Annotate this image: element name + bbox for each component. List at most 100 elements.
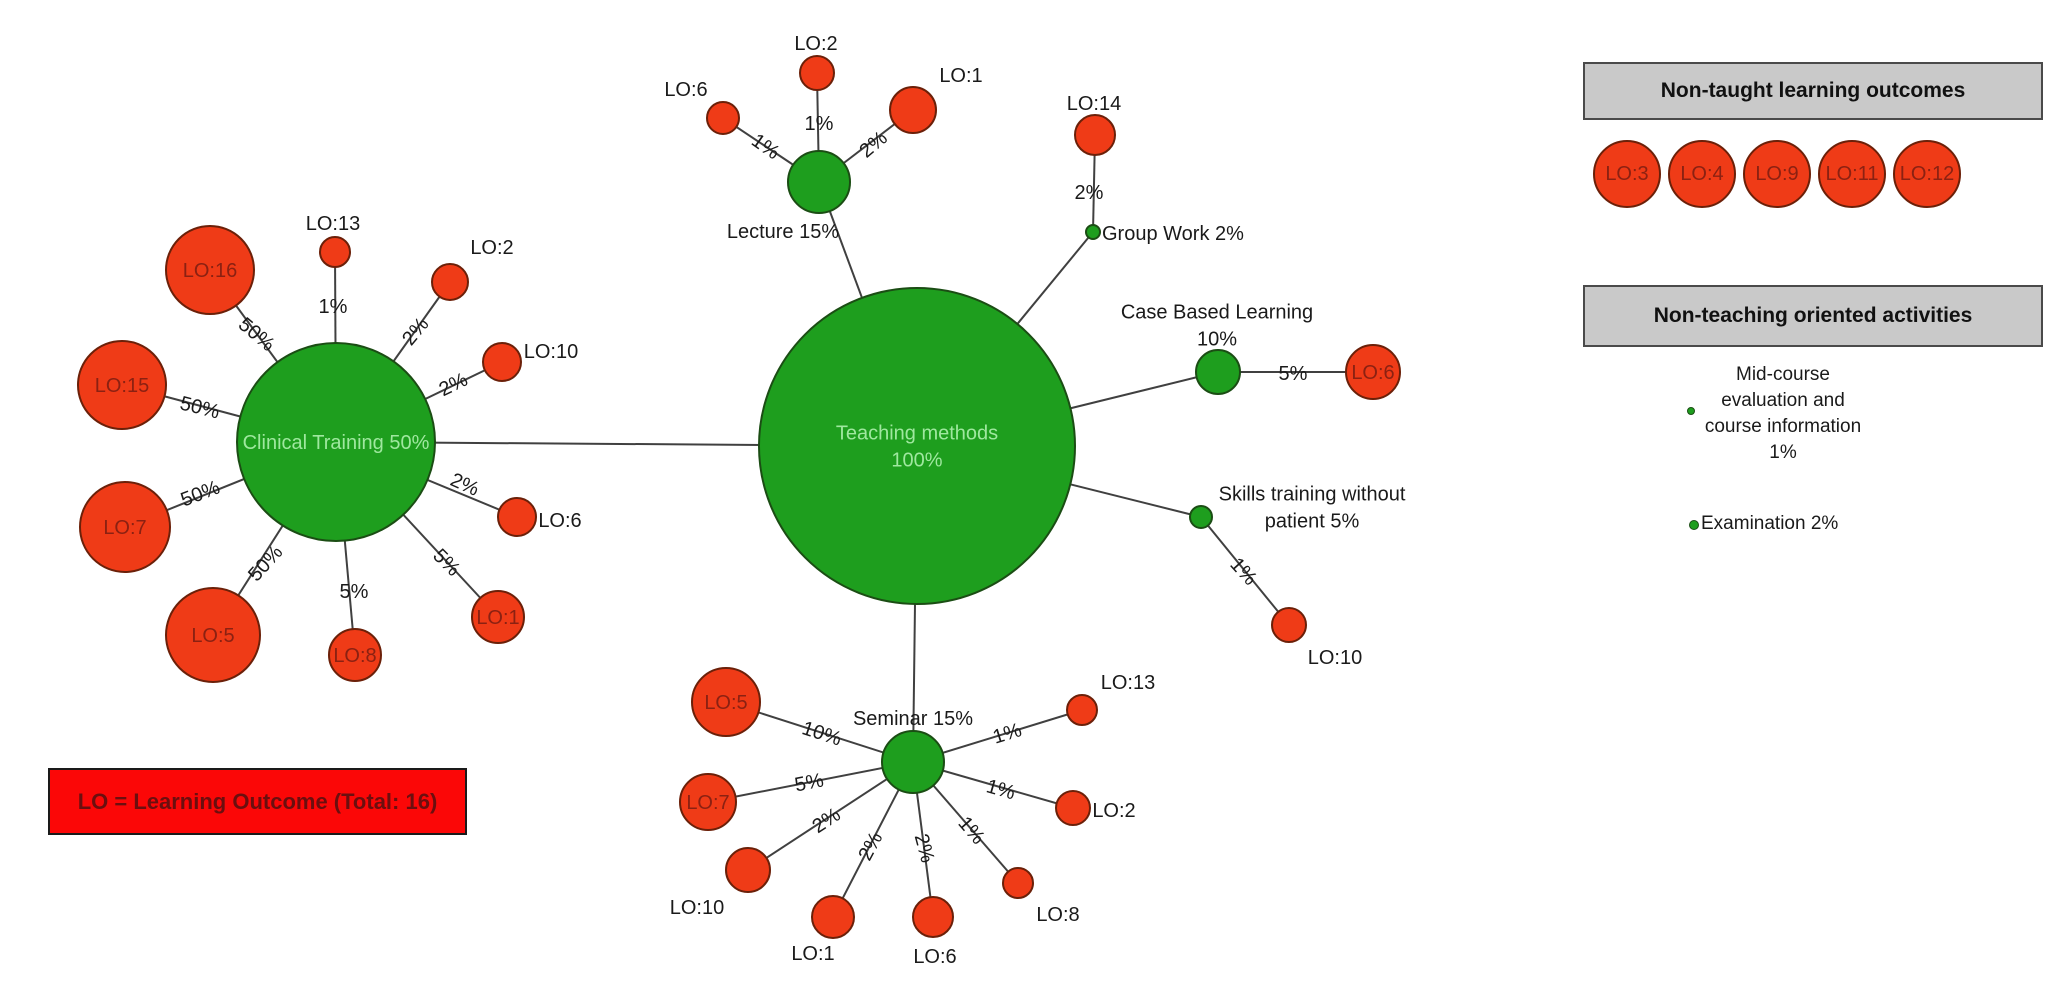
- label-clinical: Clinical Training 50%: [243, 432, 430, 454]
- label-lec-lo2: LO:2: [794, 33, 837, 55]
- non-taught-lo-label: LO:11: [1825, 162, 1879, 185]
- edge-label-clinical-cl-lo13: 1%: [319, 296, 348, 318]
- node-teaching: [758, 287, 1076, 605]
- node-cl-lo8: [328, 628, 382, 682]
- edge-label-clinical-cl-lo7: 50%: [178, 476, 223, 511]
- node-cbl: [1195, 349, 1241, 395]
- label-cl-lo1: LO:1: [476, 607, 519, 629]
- label-cl-lo2: LO:2: [470, 237, 513, 259]
- edge-label-clinical-cl-lo2: 2%: [398, 313, 434, 349]
- node-cl-lo16: [165, 225, 255, 315]
- node-sem-lo10: [725, 847, 771, 893]
- label-cl-lo13: LO:13: [306, 213, 360, 235]
- non-taught-lo-label: LO:12: [1899, 162, 1955, 185]
- edge-label-clinical-cl-lo5: 50%: [244, 541, 287, 586]
- node-sem-lo1: [811, 895, 855, 939]
- non-taught-lo-circle: LO:12: [1893, 140, 1961, 208]
- node-cbl-lo6: [1345, 344, 1401, 400]
- node-sem-lo6: [912, 896, 954, 938]
- node-cl-lo13: [319, 236, 351, 268]
- node-cl-lo15: [77, 340, 167, 430]
- edge-label-seminar-sem-lo13: 1%: [990, 719, 1024, 749]
- edge-label-cbl-cbl-lo6: 5%: [1279, 363, 1308, 385]
- edge-label-seminar-sem-lo10: 2%: [808, 804, 844, 838]
- label-cl-lo15: LO:15: [95, 375, 149, 397]
- edge-label-seminar-sem-lo6: 2%: [910, 831, 939, 865]
- examination-label: Examination 2%: [1701, 513, 1839, 534]
- edge-seminar-sem-lo10: [747, 761, 914, 871]
- label-cl-lo7: LO:7: [103, 517, 146, 539]
- non-taught-lo-label: LO:3: [1605, 162, 1649, 185]
- label-cl-lo6: LO:6: [538, 510, 581, 532]
- label-sem-lo8: LO:8: [1036, 904, 1079, 926]
- non-taught-header: Non-taught learning outcomes: [1583, 62, 2043, 120]
- label-groupwork: Group Work 2%: [1102, 223, 1244, 245]
- non-teaching-title: Non-teaching oriented activities: [1653, 304, 1973, 327]
- label-seminar: Seminar 15%: [853, 708, 973, 730]
- label-cbl-lo6: LO:6: [1351, 362, 1394, 384]
- node-groupwork: [1085, 224, 1101, 240]
- edge-label-seminar-sem-lo5: 10%: [799, 717, 844, 750]
- mid-course-label: Mid-course evaluation and course informa…: [1704, 364, 1862, 463]
- edge-label-clinical-cl-lo8: 5%: [340, 581, 369, 603]
- edge-label-lecture-lec-lo2: 1%: [805, 113, 834, 135]
- edge-seminar-sem-lo7: [707, 761, 914, 803]
- label-cbl: Case Based Learning 10%: [1121, 302, 1313, 351]
- non-taught-title: Non-taught learning outcomes: [1660, 79, 1966, 102]
- edge-label-seminar-sem-lo2: 1%: [984, 775, 1018, 804]
- label-sem-lo10: LO:10: [670, 897, 724, 919]
- edge-label-lecture-lec-lo1: 2%: [856, 127, 892, 163]
- edge-label-clinical-cl-lo15: 50%: [178, 392, 222, 423]
- node-seminar: [881, 730, 945, 794]
- edge-skills-sk-lo10: [1200, 516, 1290, 626]
- label-sem-lo7: LO:7: [686, 792, 729, 814]
- examination-node-dot: [1689, 520, 1699, 530]
- node-clinical: [236, 342, 436, 542]
- lo-legend-box: LO = Learning Outcome (Total: 16): [48, 768, 467, 835]
- edge-label-groupwork-lo14: 2%: [1075, 182, 1104, 204]
- label-cl-lo8: LO:8: [333, 645, 376, 667]
- edge-label-seminar-sem-lo7: 5%: [793, 769, 826, 796]
- label-teaching: Teaching methods 100%: [836, 423, 998, 472]
- edge-label-seminar-sem-lo1: 2%: [854, 828, 887, 864]
- node-lecture: [787, 150, 851, 214]
- node-skills: [1189, 505, 1213, 529]
- non-taught-lo-label: LO:4: [1680, 162, 1724, 185]
- mid-course-node-dot: [1687, 407, 1695, 415]
- label-sem-lo6: LO:6: [913, 946, 956, 968]
- non-taught-circles-row: LO:3 LO:4 LO:9 LO:11 LO:12: [1593, 140, 1961, 208]
- node-cl-lo7: [79, 481, 171, 573]
- label-cl-lo16: LO:16: [183, 260, 237, 282]
- label-skills: Skills training without patient 5%: [1219, 484, 1406, 533]
- node-sem-lo13: [1066, 694, 1098, 726]
- node-cl-lo1: [471, 590, 525, 644]
- edge-label-clinical-cl-lo10: 2%: [436, 369, 472, 402]
- node-cl-lo5: [165, 587, 261, 683]
- edge-label-clinical-cl-lo6: 2%: [447, 469, 483, 501]
- node-lec-lo6: [706, 101, 740, 135]
- label-sem-lo13: LO:13: [1101, 672, 1155, 694]
- label-cl-lo5: LO:5: [191, 625, 234, 647]
- node-sk-lo10: [1271, 607, 1307, 643]
- non-taught-lo-label: LO:9: [1755, 162, 1799, 185]
- node-lo14: [1074, 114, 1116, 156]
- node-lec-lo1: [889, 86, 937, 134]
- node-sem-lo5: [691, 667, 761, 737]
- node-sem-lo8: [1002, 867, 1034, 899]
- label-sk-lo10: LO:10: [1308, 647, 1362, 669]
- label-lec-lo6: LO:6: [664, 79, 707, 101]
- node-cl-lo2: [431, 263, 469, 301]
- label-sem-lo2: LO:2: [1092, 800, 1135, 822]
- node-sem-lo7: [679, 773, 737, 831]
- label-lec-lo1: LO:1: [939, 65, 982, 87]
- label-sem-lo1: LO:1: [791, 943, 834, 965]
- non-taught-lo-circle: LO:3: [1593, 140, 1661, 208]
- non-taught-lo-circle: LO:11: [1818, 140, 1886, 208]
- non-teaching-header: Non-teaching oriented activities: [1583, 285, 2043, 347]
- label-lecture: Lecture 15%: [727, 221, 840, 243]
- node-lec-lo2: [799, 55, 835, 91]
- node-sem-lo2: [1055, 790, 1091, 826]
- node-cl-lo10: [482, 342, 522, 382]
- label-sem-lo5: LO:5: [704, 692, 747, 714]
